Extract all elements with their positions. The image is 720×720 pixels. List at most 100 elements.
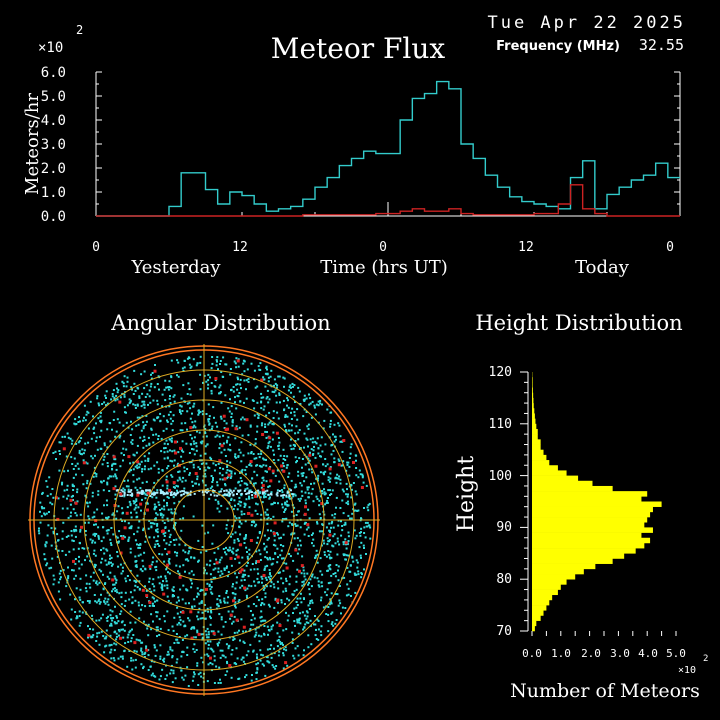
polar-point (270, 625, 273, 628)
flux-x-tick-label: 0 (666, 240, 674, 255)
polar-point (67, 575, 70, 578)
polar-point (87, 625, 89, 628)
polar-point (270, 628, 273, 631)
polar-point (184, 624, 186, 627)
polar-point (112, 389, 115, 392)
polar-point (171, 594, 174, 596)
polar-point (247, 561, 249, 564)
polar-point (137, 506, 140, 509)
polar-point (142, 427, 145, 430)
polar-point-red (250, 513, 254, 517)
polar-point (226, 662, 229, 665)
polar-point-red (227, 473, 231, 477)
polar-point (89, 628, 91, 630)
polar-point (238, 520, 241, 523)
polar-point (244, 535, 247, 538)
polar-point (276, 411, 279, 414)
polar-point (346, 463, 349, 466)
polar-point (263, 405, 266, 408)
polar-point (282, 569, 285, 572)
polar-point (279, 454, 282, 457)
polar-point (299, 526, 302, 529)
polar-point (226, 494, 228, 497)
polar-point (303, 583, 306, 586)
polar-point (188, 363, 191, 366)
polar-point (209, 588, 212, 591)
polar-point (210, 427, 213, 430)
polar-point (102, 489, 105, 492)
polar-point (61, 530, 64, 533)
polar-point (270, 493, 273, 496)
polar-point (171, 450, 174, 453)
polar-point (246, 483, 249, 486)
polar-point (308, 403, 311, 406)
polar-point (227, 448, 230, 451)
polar-point (94, 566, 96, 568)
polar-point (341, 499, 344, 502)
polar-point (220, 417, 223, 420)
polar-point (157, 535, 160, 538)
polar-point-red (261, 484, 265, 488)
polar-point (294, 440, 297, 442)
polar-point (273, 539, 276, 542)
polar-point (170, 508, 173, 511)
polar-point (253, 407, 256, 410)
polar-point (334, 542, 337, 545)
polar-point (290, 429, 293, 432)
polar-point (82, 483, 85, 486)
polar-point (302, 628, 305, 631)
height-bars (532, 372, 662, 632)
polar-point (222, 654, 225, 657)
polar-point (216, 598, 219, 601)
polar-point (233, 662, 236, 665)
polar-point (141, 481, 144, 484)
polar-point (61, 435, 64, 438)
polar-point (228, 488, 231, 491)
polar-point (150, 525, 153, 528)
polar-point (74, 562, 77, 565)
polar-point (115, 430, 118, 433)
polar-point (78, 560, 80, 563)
polar-point (284, 509, 287, 511)
polar-point (201, 617, 204, 620)
polar-point (181, 449, 183, 452)
polar-point (244, 537, 247, 540)
polar-point (266, 368, 268, 371)
polar-point (170, 422, 173, 425)
polar-point (148, 489, 151, 492)
polar-point (169, 438, 172, 441)
polar-point (169, 411, 172, 413)
polar-point (266, 470, 268, 473)
polar-point (275, 394, 278, 397)
polar-point (243, 360, 246, 363)
polar-point (69, 515, 72, 518)
polar-point (263, 664, 265, 667)
polar-point (171, 655, 174, 657)
polar-point (298, 621, 300, 624)
polar-point (267, 493, 270, 496)
polar-point (210, 389, 213, 392)
polar-point (168, 572, 171, 575)
polar-point (148, 577, 151, 580)
polar-point (91, 491, 94, 494)
polar-point (289, 384, 292, 387)
polar-point (158, 503, 161, 506)
polar-point (254, 634, 257, 637)
polar-point-red (172, 481, 176, 485)
polar-point (267, 485, 270, 488)
polar-point (156, 539, 159, 542)
polar-point (122, 447, 125, 450)
polar-point (245, 397, 248, 400)
polar-point (115, 477, 118, 480)
polar-point (95, 473, 98, 476)
polar-point (305, 397, 308, 400)
polar-point (135, 424, 138, 427)
polar-point (253, 491, 256, 494)
polar-point (290, 510, 293, 513)
polar-point (92, 571, 95, 574)
polar-point-red (119, 551, 123, 555)
polar-point (350, 517, 353, 520)
polar-point (136, 543, 138, 546)
polar-point (84, 419, 87, 422)
polar-point (100, 540, 103, 543)
